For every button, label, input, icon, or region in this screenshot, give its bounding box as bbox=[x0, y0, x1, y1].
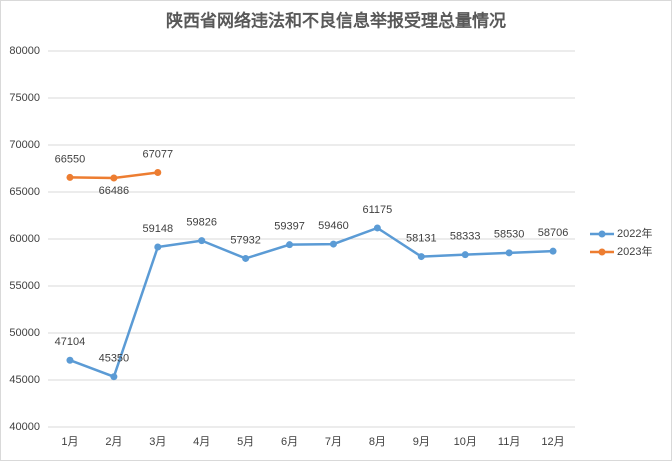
x-tick-label: 7月 bbox=[325, 436, 342, 448]
point bbox=[154, 243, 162, 251]
point bbox=[154, 168, 162, 176]
point bbox=[549, 247, 557, 255]
x-tick-label: 8月 bbox=[369, 436, 386, 448]
point bbox=[417, 253, 425, 261]
data-label: 58131 bbox=[406, 232, 437, 244]
legend-marker bbox=[598, 248, 606, 256]
legend-marker bbox=[598, 230, 606, 238]
legend-label: 2023年 bbox=[617, 244, 652, 258]
point bbox=[461, 251, 469, 259]
point bbox=[286, 241, 294, 249]
data-label: 59397 bbox=[274, 221, 305, 233]
x-tick-label: 12月 bbox=[541, 436, 564, 448]
data-label: 59460 bbox=[318, 220, 349, 232]
x-tick-label: 9月 bbox=[413, 436, 430, 448]
data-label: 57932 bbox=[230, 234, 261, 246]
data-label: 47104 bbox=[55, 336, 86, 348]
series-line bbox=[69, 226, 554, 379]
data-label: 58706 bbox=[538, 227, 569, 239]
point bbox=[66, 356, 74, 364]
data-label: 58333 bbox=[450, 231, 481, 243]
point bbox=[110, 373, 118, 381]
y-tick-label: 60000 bbox=[9, 233, 40, 245]
point bbox=[329, 240, 337, 248]
y-tick-label: 80000 bbox=[9, 45, 40, 57]
data-label: 59826 bbox=[186, 217, 217, 229]
chart-title: 陕西省网络违法和不良信息举报受理总量情况 bbox=[166, 10, 506, 30]
x-tick-label: 6月 bbox=[281, 436, 298, 448]
x-tick-label: 2月 bbox=[105, 436, 122, 448]
x-tick-label: 5月 bbox=[237, 436, 254, 448]
point bbox=[66, 173, 74, 181]
x-tick-label: 4月 bbox=[193, 436, 210, 448]
x-tick-label: 1月 bbox=[61, 436, 78, 448]
y-tick-label: 75000 bbox=[9, 92, 40, 104]
data-label: 67077 bbox=[142, 148, 173, 160]
data-label: 66550 bbox=[55, 153, 86, 165]
data-label: 66486 bbox=[99, 185, 130, 197]
data-label: 61175 bbox=[362, 204, 392, 216]
data-label: 45350 bbox=[99, 353, 130, 365]
point bbox=[198, 237, 206, 245]
data-label: 58530 bbox=[494, 229, 525, 241]
y-tick-label: 65000 bbox=[9, 186, 40, 198]
y-tick-label: 45000 bbox=[9, 374, 40, 386]
point bbox=[373, 224, 381, 232]
point bbox=[242, 254, 250, 262]
legend-label: 2022年 bbox=[617, 226, 652, 240]
y-tick-label: 55000 bbox=[9, 280, 40, 292]
y-tick-label: 50000 bbox=[9, 327, 40, 339]
x-tick-label: 3月 bbox=[149, 436, 166, 448]
point bbox=[110, 174, 118, 182]
y-tick-label: 70000 bbox=[9, 139, 40, 151]
point bbox=[505, 249, 513, 257]
x-tick-label: 10月 bbox=[454, 436, 477, 448]
x-tick-label: 11月 bbox=[498, 436, 520, 448]
data-label: 59148 bbox=[142, 223, 173, 235]
y-tick-label: 40000 bbox=[9, 421, 40, 433]
